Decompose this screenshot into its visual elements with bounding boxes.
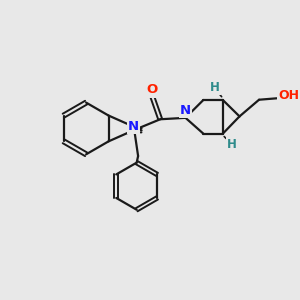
Text: N: N xyxy=(128,120,140,133)
Text: H: H xyxy=(210,82,220,94)
Text: H: H xyxy=(226,138,236,151)
Text: O: O xyxy=(146,83,157,97)
Text: N: N xyxy=(180,104,191,117)
Text: OH: OH xyxy=(278,89,299,102)
